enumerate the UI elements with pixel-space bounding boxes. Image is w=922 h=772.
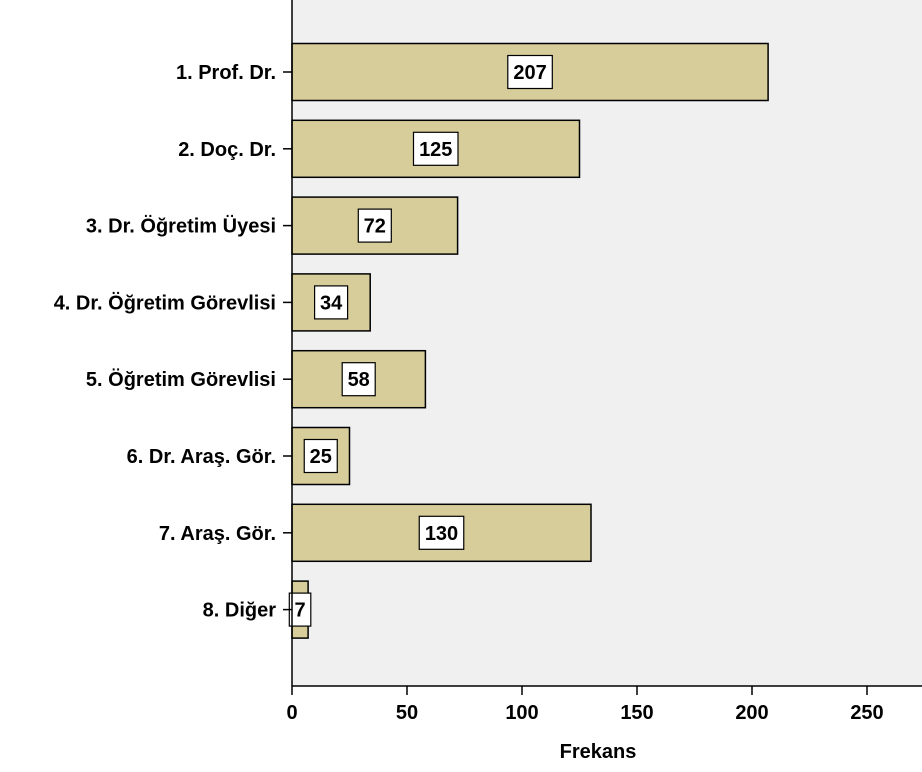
- x-tick-label: 50: [396, 702, 418, 724]
- data-label: 207: [513, 62, 546, 84]
- category-label: 3. Dr. Öğretim Üyesi: [86, 215, 276, 238]
- plot-background: [292, 0, 922, 686]
- data-label: 34: [320, 292, 343, 314]
- category-label: 7. Araş. Gör.: [159, 523, 276, 545]
- x-axis-title: Frekans: [560, 741, 637, 763]
- data-label: 130: [425, 523, 458, 545]
- category-label: 1. Prof. Dr.: [176, 62, 276, 84]
- data-label: 7: [294, 600, 305, 622]
- x-axis: 0 50 100 150 200 250: [286, 686, 883, 724]
- data-label: 58: [348, 369, 370, 391]
- x-tick-label: 150: [620, 702, 653, 724]
- x-tick-label: 0: [286, 702, 297, 724]
- category-label: 6. Dr. Araş. Gör.: [127, 446, 276, 468]
- category-label: 8. Diğer: [203, 600, 277, 622]
- x-tick-label: 250: [850, 702, 883, 724]
- x-tick-label: 200: [735, 702, 768, 724]
- category-labels: 1. Prof. Dr. 2. Doç. Dr. 3. Dr. Öğretim Üy…: [54, 62, 292, 622]
- category-label: 4. Dr. Öğretim Görevlisi: [54, 291, 276, 314]
- data-label: 25: [310, 446, 332, 468]
- data-label: 125: [419, 139, 452, 161]
- data-label: 72: [364, 216, 386, 238]
- x-tick-label: 100: [505, 702, 538, 724]
- category-label: 2. Doç. Dr.: [178, 139, 276, 161]
- category-label: 5. Öğretim Görevlisi: [86, 368, 276, 391]
